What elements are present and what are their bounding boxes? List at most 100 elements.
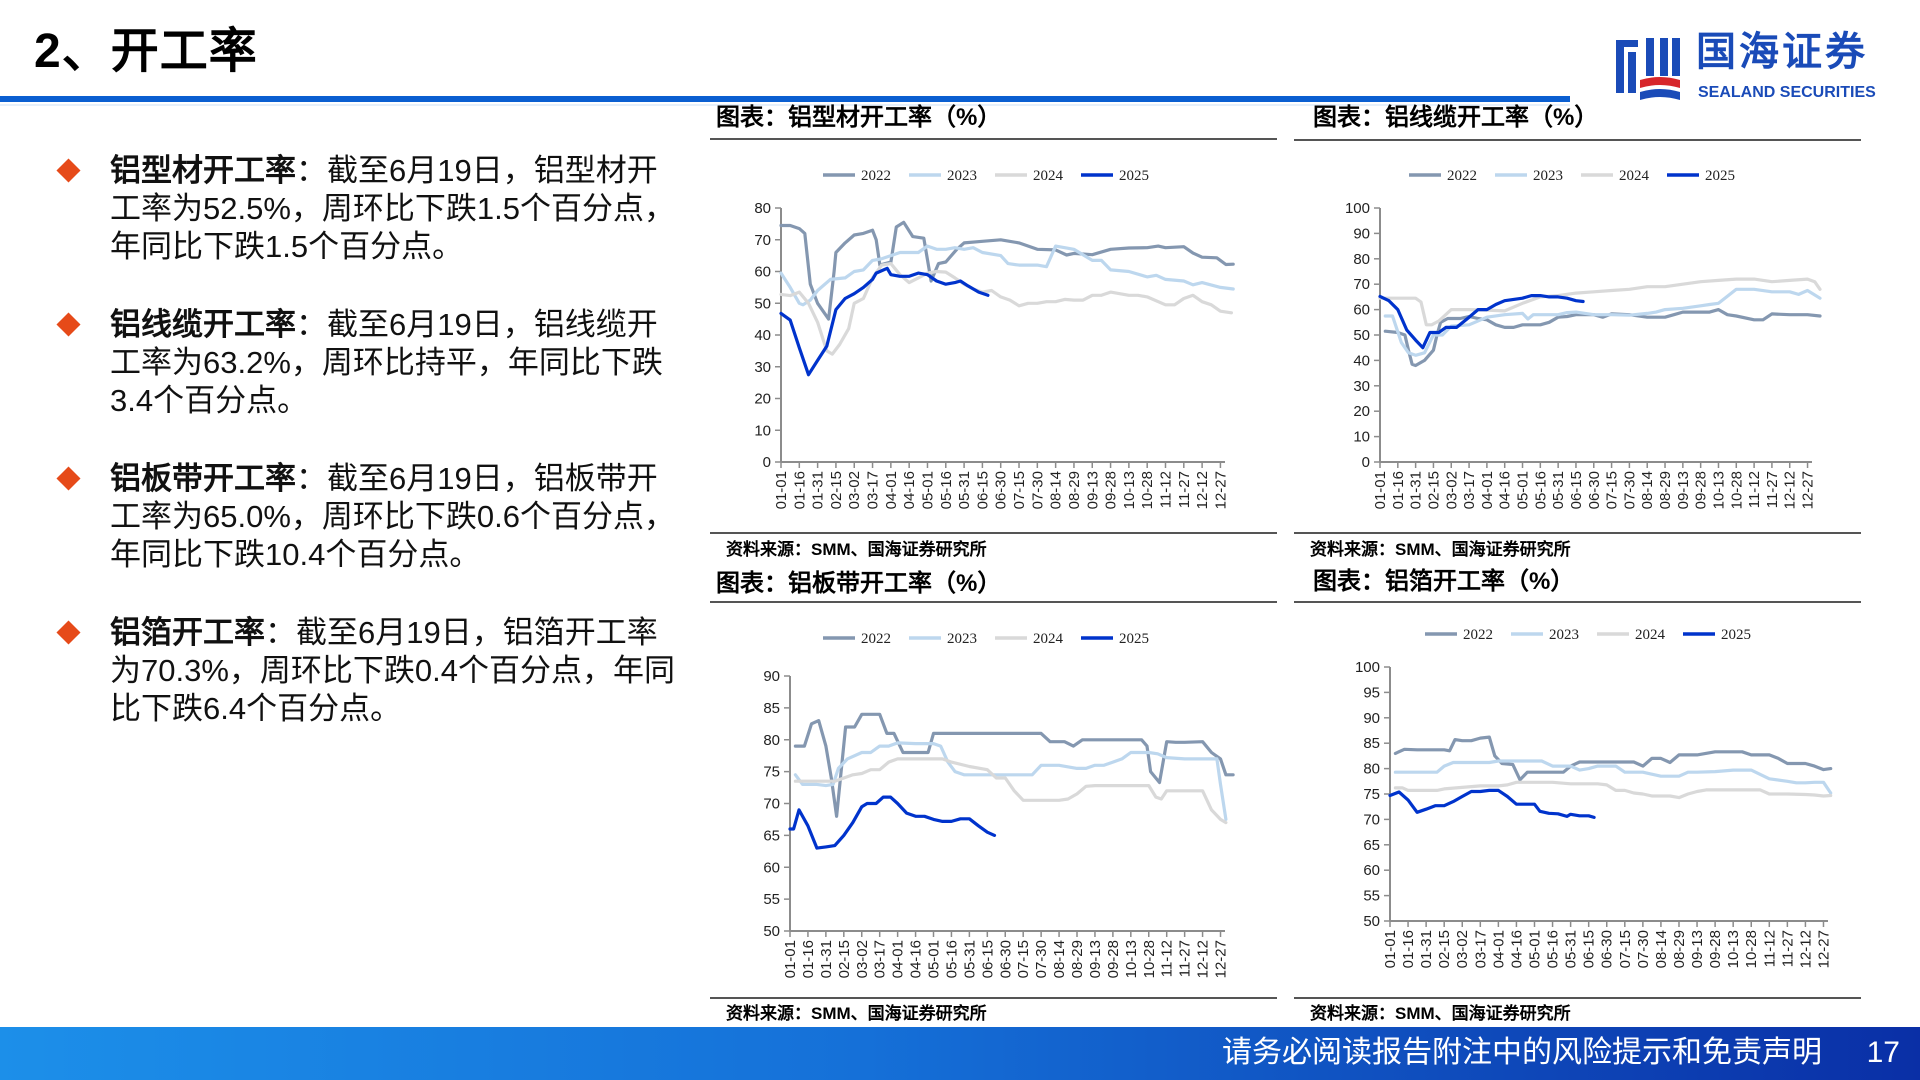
series-line-2025 bbox=[788, 795, 997, 850]
legend-label-2023: 2023 bbox=[1533, 168, 1563, 184]
x-tick-label: 12-27 bbox=[1800, 471, 1817, 509]
series-line-2023 bbox=[779, 244, 1235, 307]
y-tick-label: 50 bbox=[1363, 913, 1380, 930]
x-tick-label: 02-15 bbox=[836, 940, 853, 978]
y-tick-label: 10 bbox=[754, 422, 771, 439]
x-tick-label: 05-01 bbox=[926, 940, 943, 978]
y-tick-label: 60 bbox=[754, 264, 771, 281]
x-tick-label: 07-15 bbox=[1604, 471, 1621, 509]
y-tick-label: 30 bbox=[1353, 378, 1370, 395]
x-tick-label: 01-31 bbox=[810, 471, 827, 509]
legend-label-2022: 2022 bbox=[1463, 627, 1493, 643]
y-tick-label: 40 bbox=[754, 327, 771, 344]
legend-label-2022: 2022 bbox=[861, 168, 891, 184]
x-tick-label: 09-13 bbox=[1084, 471, 1101, 509]
footer-bar: 请务必阅读报告附注中的风险提示和免责声明 17 bbox=[0, 1027, 1920, 1080]
y-tick-label: 70 bbox=[754, 232, 771, 249]
y-tick-label: 50 bbox=[754, 295, 771, 312]
x-tick-label: 08-14 bbox=[1048, 471, 1065, 509]
y-tick-label: 55 bbox=[763, 891, 780, 908]
series-line-2022 bbox=[793, 712, 1235, 818]
x-tick-label: 05-31 bbox=[961, 940, 978, 978]
x-tick-label: 03-02 bbox=[1443, 471, 1460, 509]
x-tick-label: 03-02 bbox=[846, 471, 863, 509]
x-tick-label: 03-02 bbox=[1454, 930, 1471, 968]
sealand-logo: 国海证券 SEALAND SECURITIES bbox=[1612, 30, 1902, 110]
x-tick-label: 02-15 bbox=[1425, 471, 1442, 509]
series-line-2024 bbox=[793, 757, 1228, 825]
x-tick-label: 05-16 bbox=[1532, 471, 1549, 509]
chart-top-rule bbox=[1294, 601, 1861, 603]
x-tick-label: 11-12 bbox=[1159, 940, 1176, 977]
x-tick-label: 05-31 bbox=[956, 471, 973, 509]
y-tick-label: 55 bbox=[1363, 888, 1380, 905]
series-line-2024 bbox=[1378, 277, 1822, 327]
y-tick-label: 20 bbox=[754, 391, 771, 408]
x-tick-label: 04-16 bbox=[901, 471, 918, 509]
x-tick-label: 01-01 bbox=[1382, 930, 1399, 968]
x-tick-label: 10-13 bbox=[1123, 940, 1140, 978]
y-tick-label: 75 bbox=[1363, 786, 1380, 803]
x-tick-label: 11-27 bbox=[1764, 471, 1781, 508]
disclaimer-text: 请务必阅读报告附注中的风险提示和免责声明 bbox=[1222, 1036, 1822, 1069]
x-tick-label: 06-30 bbox=[997, 940, 1014, 978]
x-tick-label: 03-17 bbox=[1461, 471, 1478, 509]
x-tick-label: 02-15 bbox=[828, 471, 845, 509]
series-line-2024 bbox=[779, 262, 1233, 356]
x-tick-label: 09-28 bbox=[1693, 471, 1710, 509]
chart-bottom-rule bbox=[710, 997, 1277, 999]
legend-label-2022: 2022 bbox=[861, 631, 891, 647]
bullet-text: ：截至6月19日，铝箔开工率为70.3%，周环比下跌0.4个百分点，年同比下跌6… bbox=[110, 615, 675, 726]
x-tick-label: 08-29 bbox=[1069, 940, 1086, 978]
x-tick-label: 05-16 bbox=[943, 940, 960, 978]
x-tick-label: 09-13 bbox=[1675, 471, 1692, 509]
series-line-2025 bbox=[1388, 788, 1596, 819]
y-tick-label: 95 bbox=[1363, 684, 1380, 701]
x-tick-label: 09-13 bbox=[1689, 930, 1706, 968]
y-tick-label: 60 bbox=[1353, 302, 1370, 319]
page-number: 17 bbox=[1866, 1036, 1900, 1069]
y-tick-label: 65 bbox=[1363, 837, 1380, 854]
y-tick-label: 75 bbox=[763, 764, 780, 781]
bullet-cable: 铝线缆开工率：截至6月19日，铝线缆开工率为63.2%，周环比持平，年同比下跌3… bbox=[56, 306, 680, 420]
chart-top-rule bbox=[710, 138, 1277, 140]
x-tick-label: 01-01 bbox=[1372, 471, 1389, 509]
x-tick-label: 03-02 bbox=[854, 940, 871, 978]
chart-bottom-rule bbox=[710, 532, 1277, 534]
x-tick-label: 11-27 bbox=[1779, 930, 1796, 967]
y-tick-label: 50 bbox=[1353, 327, 1370, 344]
x-tick-label: 03-17 bbox=[872, 940, 889, 978]
chart-title-plate: 图表：铝板带开工率（%） bbox=[716, 570, 1002, 597]
legend-label-2024: 2024 bbox=[1635, 627, 1666, 643]
x-tick-label: 06-30 bbox=[993, 471, 1010, 509]
y-tick-label: 90 bbox=[1363, 710, 1380, 727]
legend-label-2024: 2024 bbox=[1033, 631, 1064, 647]
bullet-text: ：截至6月19日，铝线缆开工率为63.2%，周环比持平，年同比下跌3.4个百分点… bbox=[110, 307, 663, 418]
x-tick-label: 07-15 bbox=[1011, 471, 1028, 509]
x-tick-label: 12-27 bbox=[1815, 930, 1832, 968]
x-tick-label: 10-28 bbox=[1139, 471, 1156, 509]
legend-label-2023: 2023 bbox=[1549, 627, 1579, 643]
bullet-foil: 铝箔开工率：截至6月19日，铝箔开工率为70.3%，周环比下跌0.4个百分点，年… bbox=[56, 614, 680, 728]
x-tick-label: 07-15 bbox=[1015, 940, 1032, 978]
y-tick-label: 30 bbox=[754, 359, 771, 376]
y-tick-label: 0 bbox=[763, 454, 771, 471]
legend-label-2025: 2025 bbox=[1721, 627, 1751, 643]
bullet-list: 铝型材开工率：截至6月19日，铝型材开工率为52.5%，周环比下跌1.5个百分点… bbox=[56, 152, 680, 728]
x-tick-label: 01-31 bbox=[818, 940, 835, 978]
x-tick-label: 12-12 bbox=[1195, 940, 1212, 978]
y-tick-label: 20 bbox=[1353, 403, 1370, 420]
series-line-2022 bbox=[1393, 735, 1833, 782]
x-tick-label: 11-12 bbox=[1157, 471, 1174, 508]
x-tick-label: 04-16 bbox=[1508, 930, 1525, 968]
x-tick-label: 07-30 bbox=[1635, 930, 1652, 968]
y-tick-label: 40 bbox=[1353, 352, 1370, 369]
legend-label-2023: 2023 bbox=[947, 631, 977, 647]
y-tick-label: 80 bbox=[1353, 251, 1370, 268]
x-tick-label: 08-14 bbox=[1051, 940, 1068, 978]
legend-label-2023: 2023 bbox=[947, 168, 977, 184]
x-tick-label: 09-13 bbox=[1087, 940, 1104, 978]
x-tick-label: 01-01 bbox=[782, 940, 799, 978]
